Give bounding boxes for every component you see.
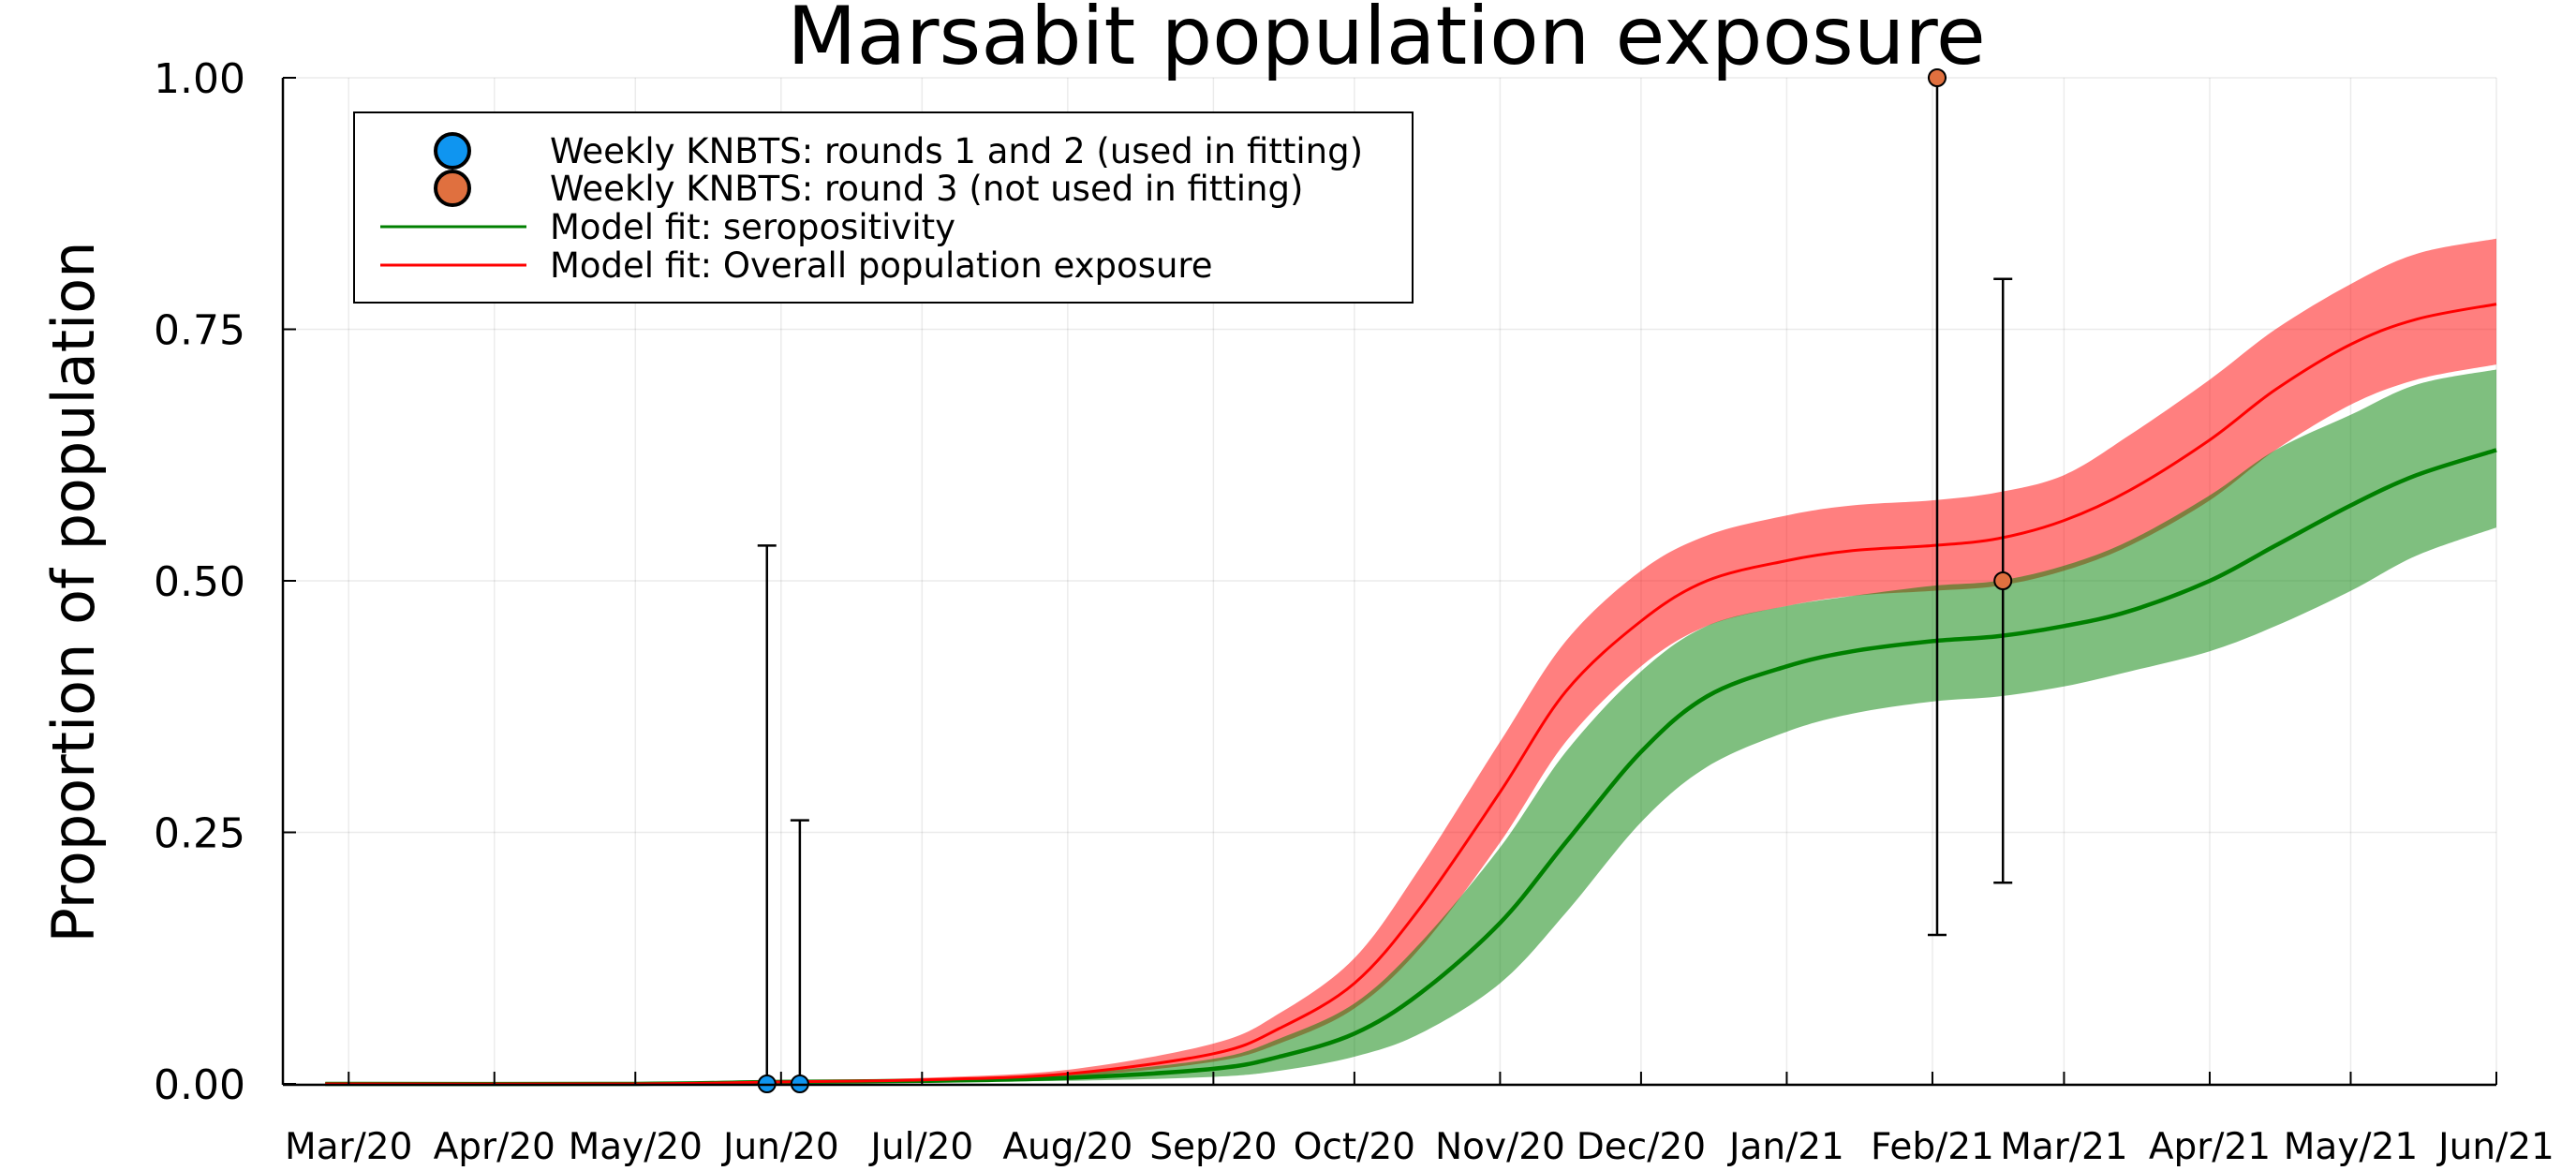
x-tick-labels: Mar/20 Apr/20 May/20 Jun/20 Jul/20 Aug/20 Sep/… (285, 1126, 2554, 1168)
axes (281, 77, 2497, 1087)
legend-marker (434, 170, 471, 207)
x-tick-label: Jun/21 (2435, 1126, 2554, 1168)
y-tick-label: 0.50 (154, 558, 245, 606)
series-line (325, 303, 2497, 1086)
legend-label: Model fit: seropositivity (550, 207, 955, 247)
x-tick-label: May/20 (569, 1126, 703, 1168)
x-tick-label: Dec/20 (1577, 1126, 1706, 1168)
legend-box (353, 111, 1414, 304)
legend-label: Model fit: Overall population exposure (550, 245, 1213, 286)
x-tick-label: Jul/20 (867, 1126, 973, 1168)
confidence-bands (325, 238, 2497, 1085)
data-points (757, 68, 2013, 1093)
x-tick-label: Feb/21 (1871, 1126, 1994, 1168)
y-tick-label: 0.00 (154, 1061, 245, 1109)
data-point (1927, 68, 1947, 87)
x-tick-label: Mar/21 (2000, 1126, 2127, 1168)
data-point (1993, 571, 2013, 590)
x-tick-label: Aug/20 (1002, 1126, 1133, 1168)
x-tick-label: May/21 (2284, 1126, 2418, 1168)
legend: Weekly KNBTS: rounds 1 and 2 (used in fi… (353, 111, 1414, 304)
x-tick-label: Oct/20 (1294, 1126, 1415, 1168)
y-tick-label: 1.00 (154, 55, 245, 103)
y-tick-label: 0.25 (154, 810, 245, 858)
y-axis-label: Proportion of population (39, 242, 108, 943)
legend-label: Weekly KNBTS: round 3 (not used in fitti… (550, 169, 1303, 209)
x-tick-label: Nov/20 (1435, 1126, 1565, 1168)
legend-marker (434, 132, 471, 170)
confidence-band (325, 238, 2497, 1085)
y-tick-label: 0.75 (154, 307, 245, 355)
x-tick-label: Jan/21 (1726, 1126, 1844, 1168)
series-lines (325, 303, 2497, 1087)
chart-title: Marsabit population exposure (787, 0, 1985, 83)
x-tick-label: Apr/21 (2149, 1126, 2271, 1168)
x-tick-label: Sep/20 (1149, 1126, 1277, 1168)
legend-label: Weekly KNBTS: rounds 1 and 2 (used in fi… (550, 131, 1363, 171)
x-tick-label: Jun/20 (720, 1126, 839, 1168)
y-tick-labels: 0.00 0.25 0.50 0.75 1.00 (154, 55, 245, 1109)
x-tick-label: Apr/20 (434, 1126, 555, 1168)
x-tick-label: Mar/20 (285, 1126, 412, 1168)
